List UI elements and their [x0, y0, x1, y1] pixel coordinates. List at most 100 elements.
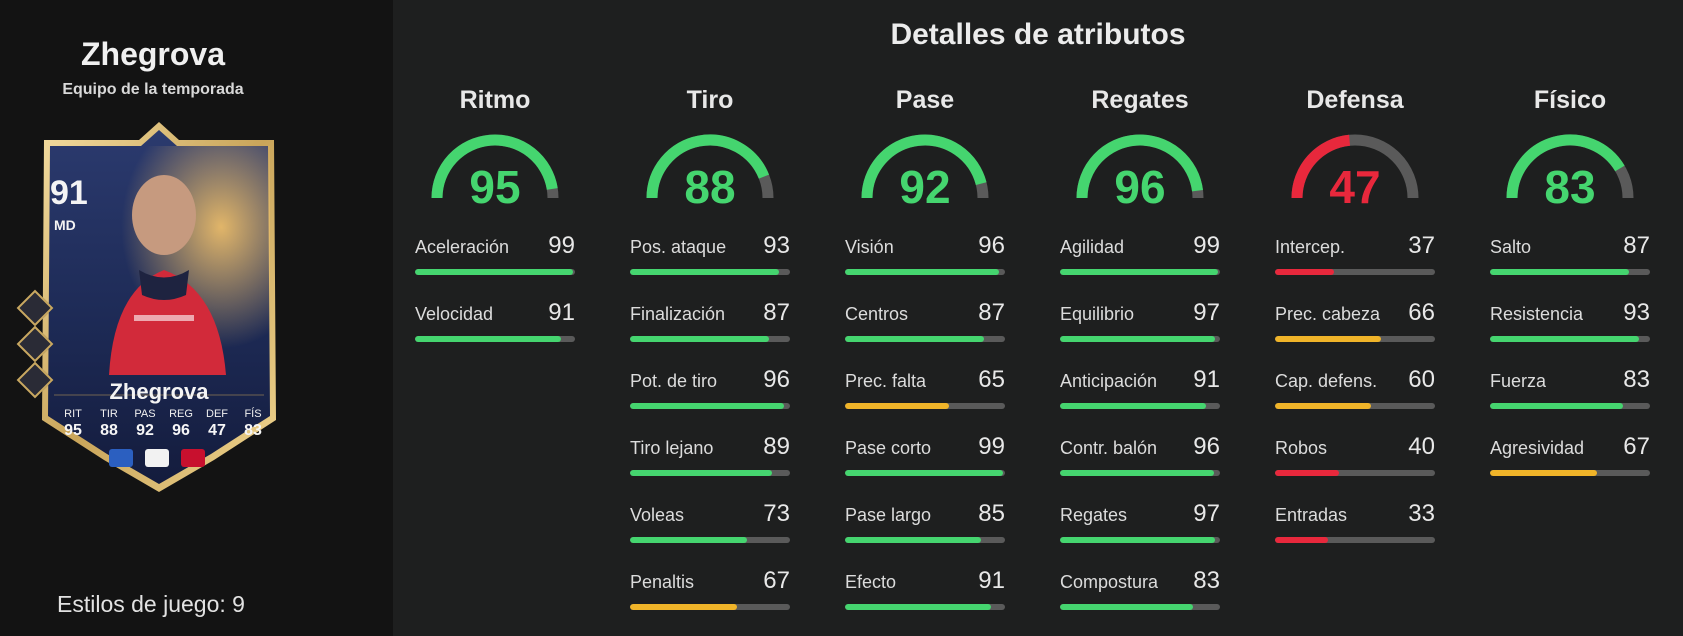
category-físico: Físico 83 Salto 87 Resistencia 93 Fuerza 83 Agre… — [1490, 86, 1650, 500]
attribute-list: Agilidad 99 Equilibrio 97 Anticipación 91 Cont… — [1060, 232, 1220, 634]
attribute-row: Visión 96 — [845, 232, 1005, 299]
attribute-bar-fill — [630, 269, 779, 275]
attribute-bar-fill — [1275, 470, 1339, 476]
attribute-row: Pos. ataque 93 — [630, 232, 790, 299]
card-background — [42, 122, 276, 492]
player-card[interactable]: 91 MD Zhegrova RIT 95 TIR 88 PAS 92 REG 96 DEF 47… — [14, 120, 304, 500]
attribute-row: Anticipación 91 — [1060, 366, 1220, 433]
attribute-bar — [630, 537, 790, 543]
attribute-bar — [1060, 604, 1220, 610]
attribute-bar — [415, 336, 575, 342]
attribute-bar — [1490, 403, 1650, 409]
card-stat-value: 83 — [244, 422, 262, 439]
attribute-value: 93 — [1623, 299, 1650, 326]
attribute-bar — [630, 336, 790, 342]
attribute-value: 60 — [1408, 366, 1435, 393]
card-stat-value: 92 — [136, 422, 154, 439]
attribute-bar — [1275, 470, 1435, 476]
attribute-value: 83 — [1193, 567, 1220, 594]
attribute-name: Equilibrio — [1060, 304, 1135, 324]
attribute-bar-fill — [630, 470, 773, 476]
attribute-bar — [1275, 336, 1435, 342]
attribute-row: Prec. falta 65 — [845, 366, 1005, 433]
card-version: Equipo de la temporada — [62, 81, 244, 98]
card-player-name: Zhegrova — [109, 379, 209, 404]
attribute-bar-fill — [845, 537, 981, 543]
attribute-name: Prec. cabeza — [1275, 304, 1381, 324]
attribute-name: Fuerza — [1490, 371, 1547, 391]
attribute-name: Regates — [1060, 505, 1128, 525]
attribute-bar-fill — [1275, 537, 1328, 543]
attribute-value: 33 — [1408, 500, 1435, 527]
attribute-value: 99 — [1193, 232, 1220, 259]
attribute-bar-fill — [1275, 336, 1381, 342]
attribute-row: Cap. defens. 60 — [1275, 366, 1435, 433]
attribute-bar — [1275, 403, 1435, 409]
attribute-value: 99 — [548, 232, 575, 259]
category-defensa: Defensa 47 Intercep. 37 Prec. cabeza 66 Cap. d… — [1275, 86, 1435, 567]
attribute-value: 85 — [978, 500, 1005, 527]
attribute-value: 67 — [763, 567, 790, 594]
attribute-bar — [630, 470, 790, 476]
card-badges — [109, 449, 205, 467]
category-regates: Regates 96 Agilidad 99 Equilibrio 97 Anticipac… — [1060, 86, 1220, 634]
attribute-name: Aceleración — [415, 237, 510, 257]
attribute-bar-fill — [630, 537, 747, 543]
card-stat-label: TIR — [100, 408, 118, 420]
category-title: Defensa — [1306, 86, 1404, 114]
card-stat: RIT 95 — [58, 408, 88, 440]
attribute-bar — [630, 269, 790, 275]
attribute-bar — [845, 470, 1005, 476]
attribute-bar-fill — [1060, 470, 1214, 476]
category-rating: 88 — [684, 161, 736, 213]
attribute-bar — [1060, 470, 1220, 476]
attribute-bar-fill — [845, 403, 949, 409]
attribute-bar-fill — [1275, 403, 1371, 409]
attribute-bar-fill — [415, 269, 574, 275]
attribute-value: 97 — [1193, 299, 1220, 326]
rating-gauge: 88 — [640, 130, 780, 213]
category-title: Físico — [1533, 86, 1607, 114]
attribute-row: Agresividad 67 — [1490, 433, 1650, 500]
club-crest-icon — [181, 449, 205, 467]
attribute-row: Robos 40 — [1275, 433, 1435, 500]
attribute-name: Anticipación — [1060, 371, 1158, 391]
attribute-value: 96 — [1193, 433, 1220, 460]
attribute-value: 40 — [1408, 433, 1435, 460]
attribute-name: Salto — [1490, 237, 1532, 257]
category-title: Tiro — [686, 86, 734, 114]
category-title: Regates — [1091, 86, 1189, 114]
attribute-bar-fill — [630, 403, 784, 409]
category-pase: Pase 92 Visión 96 Centros 87 Prec. falta 65 Pase… — [845, 86, 1005, 634]
attribute-bar — [1490, 269, 1650, 275]
attribute-name: Penaltis — [630, 572, 695, 592]
attribute-bar — [845, 336, 1005, 342]
attribute-name: Entradas — [1275, 505, 1348, 525]
attribute-row: Voleas 73 — [630, 500, 790, 567]
card-stat: REG 96 — [166, 408, 196, 440]
attribute-bar — [845, 604, 1005, 610]
attribute-value: 73 — [763, 500, 790, 527]
attribute-bar — [1060, 537, 1220, 543]
rating-gauge: 92 — [855, 130, 995, 213]
attribute-value: 96 — [978, 232, 1005, 259]
attribute-value: 87 — [978, 299, 1005, 326]
attribute-bar-fill — [630, 336, 770, 342]
attribute-value: 66 — [1408, 299, 1435, 326]
attribute-bar-fill — [845, 336, 985, 342]
playstyle-icon — [16, 325, 54, 363]
category-title: Pase — [895, 86, 955, 114]
attribute-bar-fill — [845, 470, 1004, 476]
attribute-row: Centros 87 — [845, 299, 1005, 366]
player-name: Zhegrova — [80, 36, 226, 72]
attribute-bar-fill — [1275, 269, 1335, 275]
attribute-bar-fill — [845, 269, 999, 275]
attribute-name: Contr. balón — [1060, 438, 1158, 458]
attribute-value: 87 — [763, 299, 790, 326]
attribute-row: Finalización 87 — [630, 299, 790, 366]
player-panel: Zhegrova Equipo de la temporada — [0, 0, 393, 636]
playstyles-count: Estilos de juego: 9 — [57, 591, 245, 617]
attribute-name: Pase corto — [845, 438, 932, 458]
attribute-bar — [630, 604, 790, 610]
attribute-bar-fill — [1490, 403, 1623, 409]
